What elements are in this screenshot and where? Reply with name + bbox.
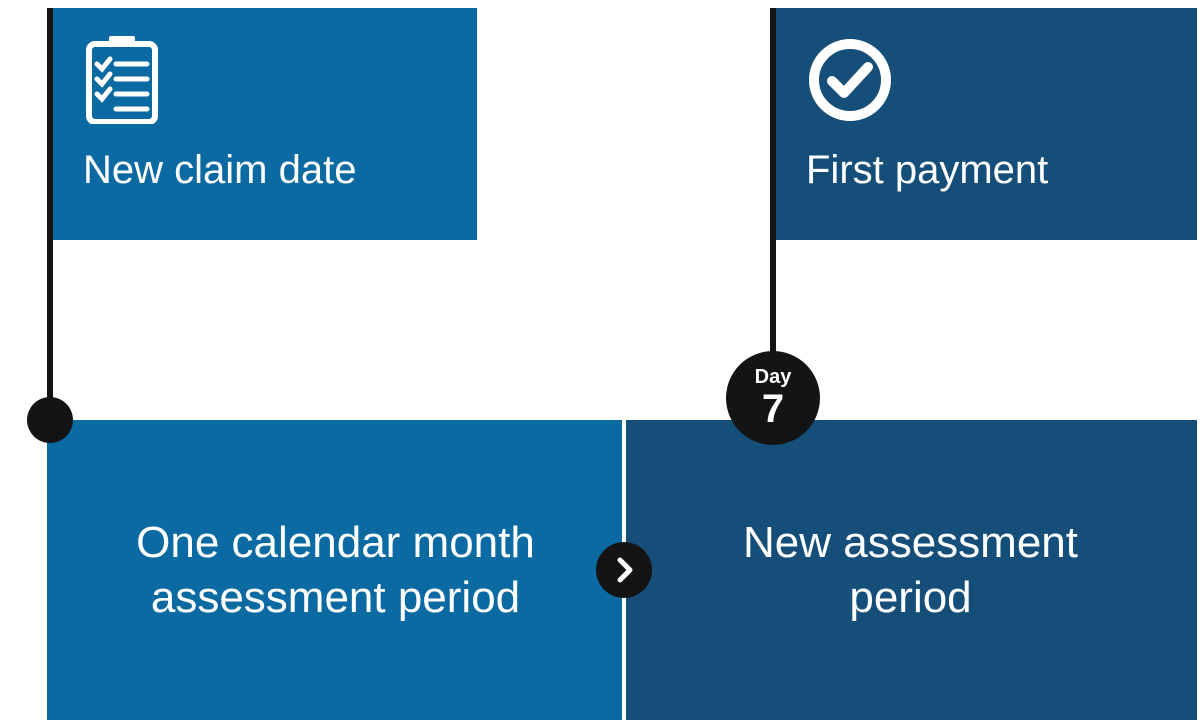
- check-circle-icon: [806, 36, 1161, 129]
- day-badge-bottom: 7: [762, 389, 784, 429]
- diagram-container: New claim date First payment One calenda…: [0, 0, 1201, 725]
- day-badge-top: Day: [755, 367, 792, 387]
- chevron-right-icon: [596, 542, 652, 598]
- box-new-assessment-period: New assessment period: [624, 420, 1197, 720]
- timeline-dot: [27, 397, 73, 443]
- box-new-period-label: New assessment period: [684, 515, 1137, 625]
- box-new-claim-date: New claim date: [47, 8, 477, 240]
- timeline-left: [47, 8, 53, 420]
- box-first-payment: First payment: [770, 8, 1197, 240]
- box-first-payment-label: First payment: [806, 147, 1161, 193]
- day-badge: Day 7: [726, 351, 820, 445]
- box-one-month-label: One calendar month assessment period: [107, 515, 564, 625]
- box-one-month-assessment: One calendar month assessment period: [47, 420, 624, 720]
- clipboard-icon: [83, 36, 441, 129]
- box-new-claim-label: New claim date: [83, 147, 441, 193]
